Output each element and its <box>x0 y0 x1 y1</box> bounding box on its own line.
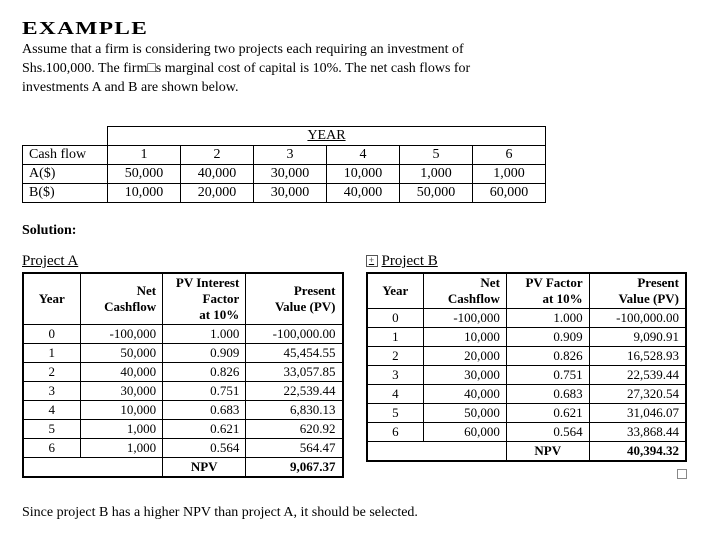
intro-line-1: Assume that a firm is considering two pr… <box>22 42 464 57</box>
npvA-label: NPV <box>163 457 246 477</box>
example-heading: EXAMPLE <box>22 18 709 39</box>
project-a-title: Project A <box>22 253 344 270</box>
conclusion-text: Since project B has a higher NPV than pr… <box>22 505 687 521</box>
npvB-label: NPV <box>506 441 589 461</box>
rowA-cell: 10,000 <box>327 164 400 183</box>
intro-line-2: Shs.100,000. The firm□s marginal cost of… <box>22 61 470 76</box>
cashflow-year-table: YEAR Cash flow 1 2 3 4 5 6 A($) 50,000 4… <box>22 126 546 203</box>
npvB-value: 40,394.32 <box>589 441 686 461</box>
project-b-table: Year NetCashflow PV Factorat 10% Present… <box>366 272 688 462</box>
year-header: YEAR <box>108 126 546 145</box>
year-col: 1 <box>108 145 181 164</box>
rowA-cell: 50,000 <box>108 164 181 183</box>
project-a-block: Project A Year NetCashflow PV InterestFa… <box>22 253 344 478</box>
rowA-label: A($) <box>23 164 108 183</box>
year-col: 3 <box>254 145 327 164</box>
rowA-cell: 1,000 <box>400 164 473 183</box>
rowB-label: B($) <box>23 183 108 202</box>
colA-cash: NetCashflow <box>80 273 163 325</box>
end-marker-icon <box>677 469 687 479</box>
npvA-value: 9,067.37 <box>246 457 343 477</box>
colB-factor: PV Factorat 10% <box>506 273 589 309</box>
colB-pv: PresentValue (PV) <box>589 273 686 309</box>
expand-icon[interactable]: + <box>366 255 378 267</box>
project-b-block: + Project B Year NetCashflow PV Factorat… <box>366 253 688 479</box>
rowB-cell: 20,000 <box>181 183 254 202</box>
year-col: 5 <box>400 145 473 164</box>
project-b-title-text: Project B <box>382 253 438 270</box>
rowB-cell: 10,000 <box>108 183 181 202</box>
project-a-title-text: Project A <box>22 253 78 270</box>
colB-year: Year <box>367 273 424 309</box>
year-col: 4 <box>327 145 400 164</box>
rowA-cell: 30,000 <box>254 164 327 183</box>
rowB-cell: 40,000 <box>327 183 400 202</box>
year-col: 6 <box>473 145 546 164</box>
project-b-title: + Project B <box>366 253 688 270</box>
projects-container: Project A Year NetCashflow PV InterestFa… <box>22 253 687 479</box>
colA-year: Year <box>23 273 80 325</box>
colB-cash: NetCashflow <box>424 273 507 309</box>
colA-pv: PresentValue (PV) <box>246 273 343 325</box>
rowB-cell: 30,000 <box>254 183 327 202</box>
rowB-cell: 50,000 <box>400 183 473 202</box>
rowA-cell: 1,000 <box>473 164 546 183</box>
project-a-table: Year NetCashflow PV InterestFactorat 10%… <box>22 272 344 478</box>
year-col: 2 <box>181 145 254 164</box>
intro-text: Assume that a firm is considering two pr… <box>22 41 687 98</box>
cashflow-label: Cash flow <box>23 145 108 164</box>
rowA-cell: 40,000 <box>181 164 254 183</box>
intro-line-3: investments A and B are shown below. <box>22 80 238 95</box>
rowB-cell: 60,000 <box>473 183 546 202</box>
colA-factor: PV InterestFactorat 10% <box>163 273 246 325</box>
solution-label: Solution: <box>22 223 687 239</box>
